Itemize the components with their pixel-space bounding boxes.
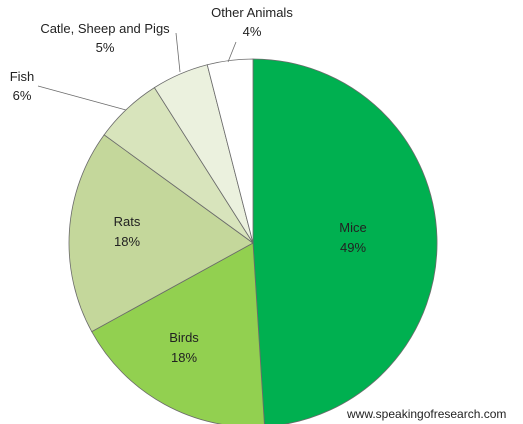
slice-labels: Mice 49% Birds 18% Rats 18% Fish 6% Catle, Sheep… — [10, 5, 367, 365]
slice-value-catle-sheep-and-pigs: 5% — [96, 40, 115, 55]
pie-slices — [68, 58, 438, 424]
slice-label-catle-sheep-and-pigs: Catle, Sheep and Pigs — [40, 21, 170, 36]
slice-value-rats: 18% — [114, 234, 140, 249]
pie-slice-mice — [252, 58, 438, 424]
pie-slice-other-animals — [206, 58, 254, 244]
leader-line-fish — [37, 85, 127, 111]
slice-label-fish: Fish — [10, 69, 35, 84]
slice-value-mice: 49% — [340, 240, 366, 255]
leader-line-other-animals — [227, 41, 237, 63]
slice-label-mice: Mice — [339, 220, 366, 235]
slice-value-other-animals: 4% — [243, 24, 262, 39]
slice-label-birds: Birds — [169, 330, 199, 345]
slice-value-birds: 18% — [171, 350, 197, 365]
slice-value-fish: 6% — [13, 88, 32, 103]
pie-slice-rats — [68, 134, 254, 333]
leader-line-catle-sheep-and-pigs — [175, 32, 181, 73]
leader-lines — [37, 32, 237, 111]
slice-label-rats: Rats — [114, 214, 141, 229]
slice-label-other-animals: Other Animals — [211, 5, 293, 20]
source-credit: www.speakingofresearch.com — [346, 407, 506, 421]
pie-slice-birds — [91, 242, 265, 424]
